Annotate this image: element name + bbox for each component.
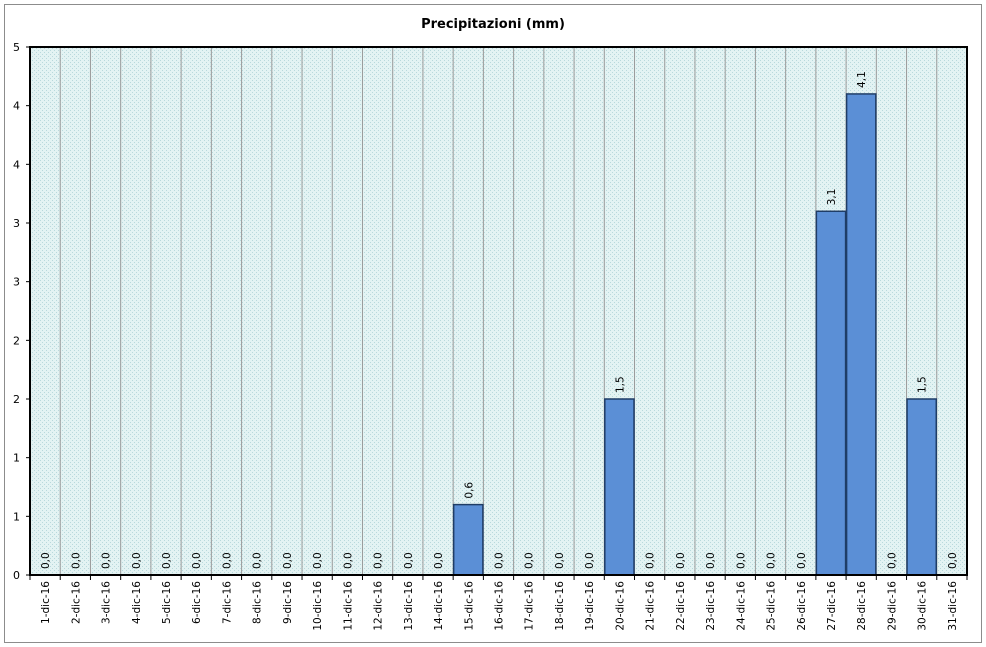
data-label: 3,1: [826, 189, 838, 206]
data-label: 0,0: [796, 552, 808, 569]
x-tick-label: 24-dic-16: [735, 581, 747, 631]
data-label: 0,6: [463, 482, 475, 499]
data-label: 0,0: [221, 552, 233, 569]
data-label: 0,0: [70, 552, 82, 569]
x-tick-label: 30-dic-16: [917, 581, 929, 631]
x-tick-label: 3-dic-16: [101, 581, 113, 624]
x-tick-label: 22-dic-16: [675, 581, 687, 631]
y-tick-label: 0: [13, 569, 20, 582]
x-tick-label: 10-dic-16: [312, 581, 324, 631]
y-tick-label: 4: [13, 100, 20, 113]
data-label: 0,0: [101, 552, 113, 569]
y-tick-label: 2: [13, 334, 20, 347]
data-label: 1,5: [917, 376, 929, 393]
x-tick-label: 28-dic-16: [856, 581, 868, 631]
x-tick-label: 13-dic-16: [403, 581, 415, 631]
data-label: 0,0: [403, 552, 415, 569]
data-label: 0,0: [645, 552, 657, 569]
data-label: 0,0: [433, 552, 445, 569]
x-tick-label: 27-dic-16: [826, 581, 838, 631]
data-label: 1,5: [614, 376, 626, 393]
x-tick-label: 21-dic-16: [645, 581, 657, 631]
data-label: 0,0: [886, 552, 898, 569]
data-label: 0,0: [554, 552, 566, 569]
y-tick-label: 3: [13, 217, 20, 230]
x-tick-label: 8-dic-16: [252, 581, 264, 624]
x-tick-label: 9-dic-16: [282, 581, 294, 624]
plot-area: [30, 47, 967, 575]
x-tick-label: 29-dic-16: [886, 581, 898, 631]
x-tick-label: 19-dic-16: [584, 581, 596, 631]
x-tick-label: 7-dic-16: [221, 581, 233, 624]
y-tick-label: 2: [13, 393, 20, 406]
x-tick-label: 17-dic-16: [524, 581, 536, 631]
data-label: 0,0: [342, 552, 354, 569]
data-label: 0,0: [312, 552, 324, 569]
plot-border: [29, 46, 968, 576]
data-label: 0,0: [584, 552, 596, 569]
data-label: 0,0: [675, 552, 687, 569]
data-label: 0,0: [161, 552, 173, 569]
bar: [845, 93, 877, 576]
bar: [604, 398, 635, 576]
bar: [815, 210, 847, 576]
data-label: 0,0: [131, 552, 143, 569]
y-tick-label: 3: [13, 276, 20, 289]
data-label: 0,0: [494, 552, 506, 569]
x-tick-label: 26-dic-16: [796, 581, 808, 631]
x-tick-label: 23-dic-16: [705, 581, 717, 631]
x-tick-label: 4-dic-16: [131, 581, 143, 624]
bar: [906, 398, 938, 576]
x-tick-label: 1-dic-16: [40, 581, 52, 624]
y-tick-label: 5: [13, 41, 20, 54]
y-tick-label: 1: [13, 510, 20, 523]
x-tick-label: 14-dic-16: [433, 581, 445, 631]
data-label: 0,0: [947, 552, 959, 569]
x-tick-label: 20-dic-16: [614, 581, 626, 631]
bar: [452, 503, 484, 576]
data-label: 0,0: [282, 552, 294, 569]
data-label: 0,0: [373, 552, 385, 569]
y-tick-label: 1: [13, 452, 20, 465]
data-label: 4,1: [856, 71, 868, 88]
x-tick-label: 25-dic-16: [766, 581, 778, 631]
data-label: 0,0: [735, 552, 747, 569]
data-label: 0,0: [705, 552, 717, 569]
data-label: 0,0: [40, 552, 52, 569]
x-tick-label: 2-dic-16: [70, 581, 82, 624]
x-tick-label: 18-dic-16: [554, 581, 566, 631]
x-tick-label: 15-dic-16: [463, 581, 475, 631]
x-tick-label: 12-dic-16: [373, 581, 385, 631]
data-label: 0,0: [252, 552, 264, 569]
y-tick-label: 4: [13, 158, 20, 171]
x-tick-label: 31-dic-16: [947, 581, 959, 631]
x-tick-label: 5-dic-16: [161, 581, 173, 624]
x-tick-label: 16-dic-16: [494, 581, 506, 631]
data-label: 0,0: [191, 552, 203, 569]
x-tick-label: 6-dic-16: [191, 581, 203, 624]
x-tick-label: 11-dic-16: [342, 581, 354, 631]
data-label: 0,0: [524, 552, 536, 569]
data-label: 0,0: [766, 552, 778, 569]
chart-title: Precipitazioni (mm): [421, 17, 565, 32]
